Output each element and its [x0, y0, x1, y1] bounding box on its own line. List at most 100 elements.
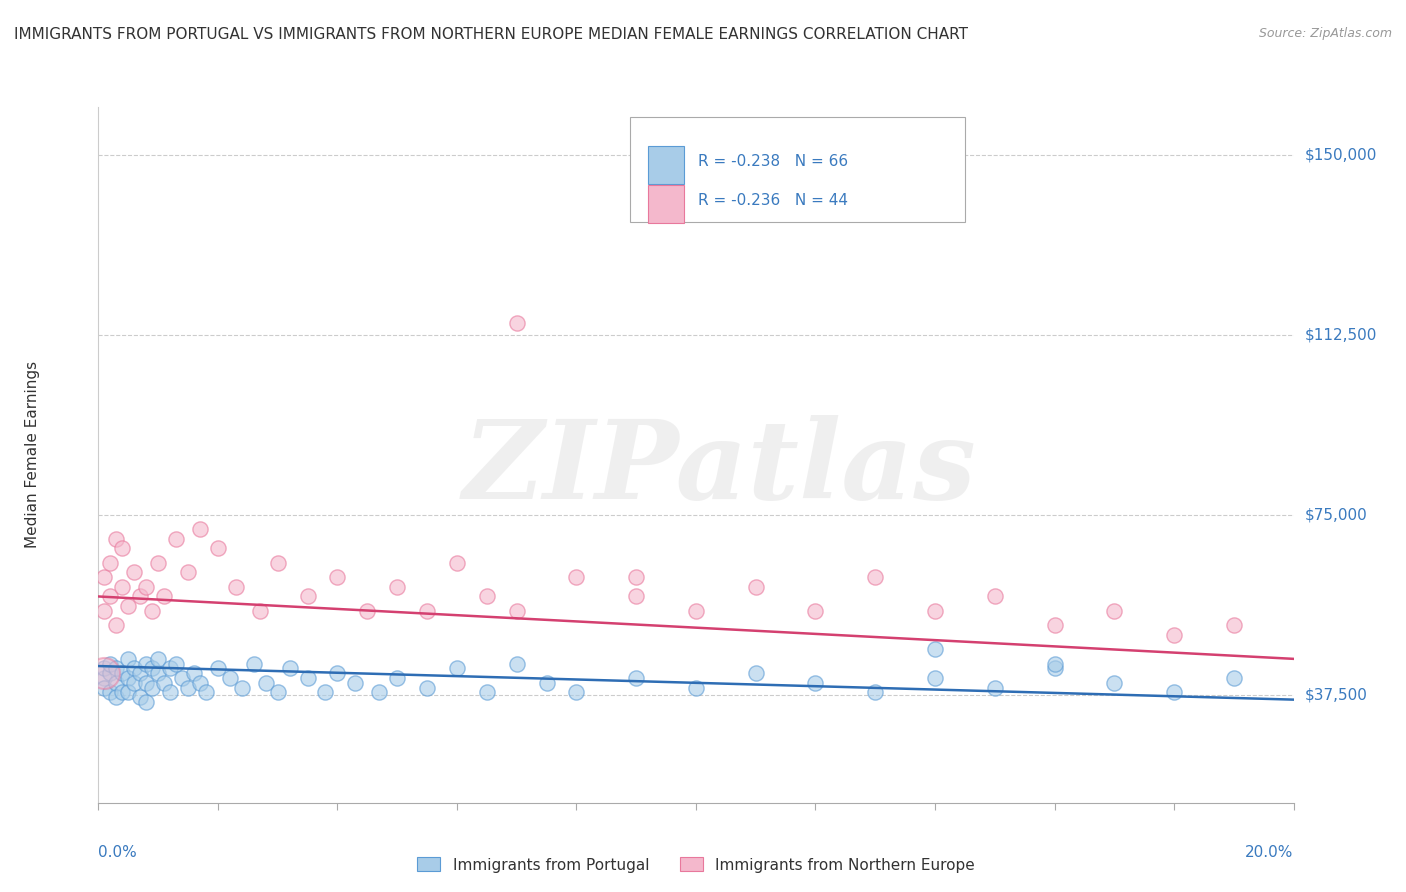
- Point: [117, 685, 139, 699]
- Text: Source: ZipAtlas.com: Source: ZipAtlas.com: [1258, 27, 1392, 40]
- Text: R = -0.236   N = 44: R = -0.236 N = 44: [699, 194, 848, 209]
- Point: [124, 566, 146, 580]
- Point: [475, 590, 498, 604]
- Point: [924, 642, 946, 657]
- Point: [446, 661, 468, 675]
- Text: IMMIGRANTS FROM PORTUGAL VS IMMIGRANTS FROM NORTHERN EUROPE MEDIAN FEMALE EARNIN: IMMIGRANTS FROM PORTUGAL VS IMMIGRANTS F…: [14, 27, 969, 42]
- Point: [506, 316, 529, 330]
- Point: [194, 685, 218, 699]
- Point: [98, 556, 122, 570]
- Text: ZIPatlas: ZIPatlas: [463, 415, 977, 523]
- Point: [105, 661, 128, 675]
- Point: [685, 681, 707, 695]
- Point: [188, 676, 211, 690]
- Point: [98, 685, 122, 699]
- Point: [254, 676, 277, 690]
- Point: [117, 599, 139, 613]
- Point: [983, 590, 1005, 604]
- Point: [368, 685, 391, 699]
- Text: 0.0%: 0.0%: [98, 845, 138, 860]
- Point: [129, 666, 152, 681]
- Point: [93, 681, 115, 695]
- Point: [98, 590, 122, 604]
- Point: [135, 676, 157, 690]
- Point: [105, 676, 128, 690]
- Point: [172, 671, 194, 685]
- Point: [159, 685, 181, 699]
- Point: [148, 556, 170, 570]
- Point: [124, 661, 146, 675]
- Point: [93, 570, 115, 584]
- Text: Median Female Earnings: Median Female Earnings: [25, 361, 41, 549]
- Point: [506, 657, 529, 671]
- Point: [117, 671, 139, 685]
- Point: [804, 676, 827, 690]
- Point: [1223, 671, 1246, 685]
- Point: [278, 661, 301, 675]
- Point: [249, 604, 271, 618]
- Point: [1104, 604, 1126, 618]
- Point: [135, 657, 157, 671]
- Point: [356, 604, 378, 618]
- Point: [315, 685, 337, 699]
- Point: [177, 566, 200, 580]
- Point: [105, 618, 128, 632]
- Point: [267, 685, 290, 699]
- Point: [93, 671, 115, 685]
- Point: [117, 652, 139, 666]
- Point: [124, 676, 146, 690]
- Point: [565, 685, 588, 699]
- Bar: [648, 185, 683, 223]
- Point: [148, 652, 170, 666]
- Point: [129, 590, 152, 604]
- Text: $75,000: $75,000: [1305, 508, 1368, 523]
- Point: [385, 671, 409, 685]
- Point: [475, 685, 498, 699]
- Point: [225, 580, 247, 594]
- Point: [1163, 685, 1185, 699]
- Bar: [648, 145, 683, 184]
- Point: [506, 604, 529, 618]
- Point: [565, 570, 588, 584]
- Point: [624, 671, 647, 685]
- Point: [344, 676, 367, 690]
- Point: [105, 690, 128, 705]
- Point: [297, 590, 319, 604]
- Point: [685, 604, 707, 618]
- Point: [1104, 676, 1126, 690]
- Point: [98, 657, 122, 671]
- Text: R = -0.238   N = 66: R = -0.238 N = 66: [699, 154, 848, 169]
- Point: [141, 681, 163, 695]
- Point: [165, 657, 187, 671]
- Point: [1043, 657, 1066, 671]
- Point: [326, 570, 349, 584]
- Point: [111, 666, 134, 681]
- Point: [297, 671, 319, 685]
- Point: [159, 661, 181, 675]
- Point: [188, 522, 211, 536]
- Point: [745, 666, 768, 681]
- Point: [745, 580, 768, 594]
- Text: 20.0%: 20.0%: [1246, 845, 1294, 860]
- Point: [93, 661, 115, 675]
- Point: [153, 590, 176, 604]
- Point: [111, 541, 134, 556]
- Point: [983, 681, 1005, 695]
- Point: [98, 666, 122, 681]
- Point: [135, 695, 157, 709]
- Point: [141, 604, 163, 618]
- Point: [326, 666, 349, 681]
- Point: [165, 532, 187, 546]
- Point: [207, 541, 229, 556]
- Point: [1043, 661, 1066, 675]
- Point: [243, 657, 266, 671]
- Point: [1043, 618, 1066, 632]
- Point: [865, 570, 887, 584]
- Point: [207, 661, 229, 675]
- Point: [93, 604, 115, 618]
- Legend: Immigrants from Portugal, Immigrants from Northern Europe: Immigrants from Portugal, Immigrants fro…: [412, 851, 980, 879]
- Point: [416, 681, 439, 695]
- Point: [153, 676, 176, 690]
- Point: [804, 604, 827, 618]
- Point: [536, 676, 558, 690]
